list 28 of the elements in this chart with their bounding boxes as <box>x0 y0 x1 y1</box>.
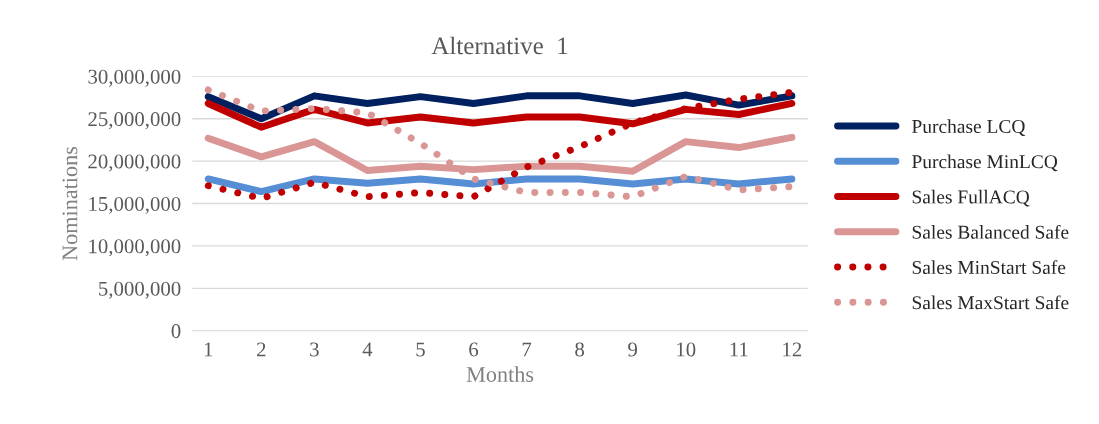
x-tick-label: 4 <box>362 342 373 357</box>
x-tick-label: 7 <box>522 342 532 357</box>
legend-label: Sales Balanced Safe <box>912 224 1069 239</box>
x-tick-label: 2 <box>257 342 266 357</box>
legend-label: Sales FullACQ <box>912 189 1030 207</box>
x-tick-label: 5 <box>416 342 425 357</box>
legend-label: Purchase MinLCQ <box>912 154 1058 172</box>
x-tick-label: 3 <box>310 342 319 357</box>
x-tick-label: 12 <box>783 342 802 357</box>
y-tick-label: 10,000,000 <box>89 239 181 257</box>
legend-label: Purchase LCQ <box>912 119 1026 136</box>
x-tick-label: 10 <box>677 342 696 357</box>
chart-title: Alternative 1 <box>431 36 568 55</box>
y-tick-label: 25,000,000 <box>88 112 181 130</box>
x-tick-label: 1 <box>204 342 213 357</box>
y-tick-label: 0 <box>171 324 181 339</box>
y-tick-label: 5,000,000 <box>99 281 181 299</box>
x-tick-label: 8 <box>575 342 585 357</box>
legend-label: Sales MinStart Safe <box>912 260 1066 275</box>
y-tick-label: 15,000,000 <box>89 196 181 214</box>
x-tick-label: 9 <box>628 342 638 357</box>
y-tick-label: 30,000,000 <box>88 69 181 87</box>
x-axis-title: Months <box>466 366 534 382</box>
y-tick-label: 20,000,000 <box>88 154 181 172</box>
y-axis-title: Nominations <box>62 146 78 261</box>
x-tick-label: 6 <box>469 342 479 357</box>
x-tick-label: 11 <box>730 342 748 357</box>
legend-label: Sales MaxStart Safe <box>912 295 1069 310</box>
